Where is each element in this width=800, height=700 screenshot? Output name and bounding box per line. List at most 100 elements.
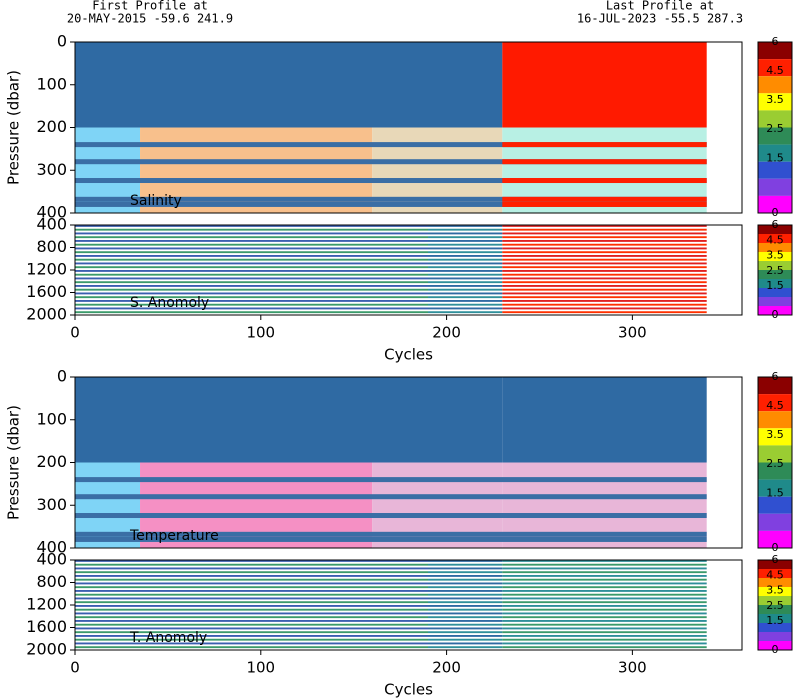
stripe: [75, 292, 429, 295]
stripe: [75, 273, 429, 276]
stripe: [502, 288, 707, 291]
stripe: [502, 243, 707, 246]
colorbar-block: [758, 288, 792, 297]
panel-label: T. Anomoly: [129, 630, 207, 646]
colorbar-label: 1.5: [766, 486, 784, 499]
colorbar-block: [758, 261, 792, 270]
colorbar-block: [758, 377, 792, 395]
stripe: [75, 586, 429, 589]
x-tick-label: 100: [246, 324, 275, 342]
stripe: [75, 159, 707, 165]
stripe: [75, 631, 429, 634]
stripe: [75, 646, 429, 649]
y-tick-label: 300: [36, 160, 67, 179]
stripe: [75, 578, 429, 581]
colorbar-block: [758, 127, 792, 145]
stripe: [428, 605, 503, 607]
stripe: [502, 605, 707, 607]
colorbar-label: 6: [772, 218, 779, 231]
stripe: [502, 285, 707, 287]
stripe: [75, 258, 429, 261]
colorbar-block: [758, 560, 792, 569]
stripe: [75, 225, 429, 227]
colorbar-label: 1.5: [766, 279, 784, 292]
colorbar-block: [758, 530, 792, 548]
stripe: [75, 477, 707, 483]
stripe: [75, 288, 429, 291]
field: [502, 42, 707, 128]
panel: 0 100 200 300 400 Salinity Pressure (dbar) 6 4.5…: [5, 32, 793, 222]
stripe: [75, 296, 429, 299]
x-axis-label: Cycles: [384, 346, 433, 364]
stripe: [428, 288, 503, 291]
colorbar-label: 2.5: [766, 599, 784, 612]
stripe: [428, 266, 503, 269]
y-tick-label: 100: [36, 409, 67, 428]
colorbar-block: [758, 252, 792, 261]
colorbar-block: [758, 479, 792, 497]
stripe: [75, 251, 429, 254]
colorbar-block: [758, 462, 792, 480]
y-tick-label: 1200: [26, 595, 67, 614]
stripe: [75, 513, 707, 519]
stripe: [75, 255, 429, 257]
stripe: [502, 159, 707, 165]
stripe: [502, 586, 707, 589]
stripe: [428, 300, 503, 302]
stripe: [75, 608, 429, 611]
stripe: [502, 560, 707, 562]
stripe: [75, 563, 429, 566]
stripe: [75, 642, 429, 645]
stripe: [428, 273, 503, 276]
colorbar-block: [758, 59, 792, 77]
stripe: [75, 266, 429, 269]
colorbar-block: [758, 270, 792, 279]
y-tick-label: 400: [36, 538, 67, 557]
colorbar-label: 3.5: [766, 428, 784, 441]
colorbar-block: [758, 587, 792, 596]
y-tick-label: 400: [36, 203, 67, 222]
stripe: [75, 627, 429, 630]
x-tick-label: 0: [70, 659, 80, 677]
stripe: [428, 590, 503, 592]
colorbar-frame: [757, 41, 793, 214]
y-tick-label: 200: [36, 117, 67, 136]
colorbar-block: [758, 178, 792, 196]
stripe: [75, 281, 429, 284]
y-tick-label: 800: [36, 237, 67, 256]
stripe: [502, 582, 707, 585]
stripe: [428, 255, 503, 257]
colorbar-label: 2.5: [766, 122, 784, 135]
stripe: [502, 251, 707, 254]
y-tick-label: 1200: [26, 260, 67, 279]
stripe: [428, 616, 503, 619]
colorbar-label: 6: [772, 35, 779, 48]
stripe: [428, 560, 503, 562]
colorbar-frame: [757, 559, 793, 651]
y-tick-label: 200: [36, 452, 67, 471]
stripe: [75, 571, 429, 574]
stripe: [502, 631, 707, 634]
colorbar-block: [758, 496, 792, 514]
y-tick-label: 300: [36, 495, 67, 514]
stripe: [428, 277, 503, 280]
stripe: [75, 236, 429, 239]
colorbar-label: 0: [772, 541, 779, 554]
stripe: [428, 646, 503, 649]
stripe: [502, 225, 707, 227]
stripe: [75, 243, 429, 246]
stripe: [75, 575, 429, 577]
stripe: [428, 612, 503, 615]
last-info: 16-JUL-2023 -55.5 287.3: [577, 12, 743, 26]
stripe: [502, 142, 707, 148]
stripe: [502, 601, 707, 604]
colorbar-block: [758, 144, 792, 162]
field: [75, 42, 503, 128]
colorbar-block: [758, 93, 792, 111]
stripe: [502, 281, 707, 284]
stripe: [502, 300, 707, 302]
colorbar-block: [758, 632, 792, 641]
stripe: [75, 620, 429, 622]
stripe: [75, 285, 429, 287]
stripe: [502, 646, 707, 649]
